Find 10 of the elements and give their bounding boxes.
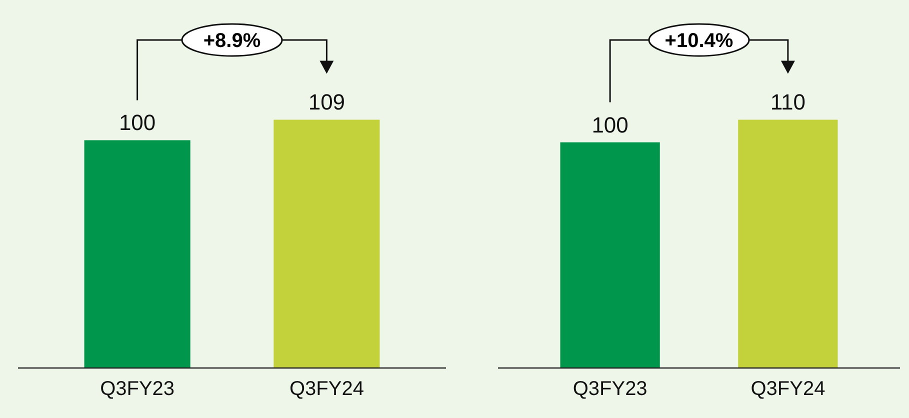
data-label: 100 [118,110,156,136]
x-tick-label: Q3FY23 [100,378,175,400]
data-label: 100 [592,112,628,138]
x-tick-label: Q3FY24 [750,378,826,400]
text: +10.4% [664,30,734,52]
data-label: 110 [770,90,806,115]
x-tick-label: Q3FY24 [289,378,364,400]
data-label: 109 [308,90,346,115]
x-tick-label: Q3FY23 [572,378,648,400]
text: +8.9% [203,30,261,52]
